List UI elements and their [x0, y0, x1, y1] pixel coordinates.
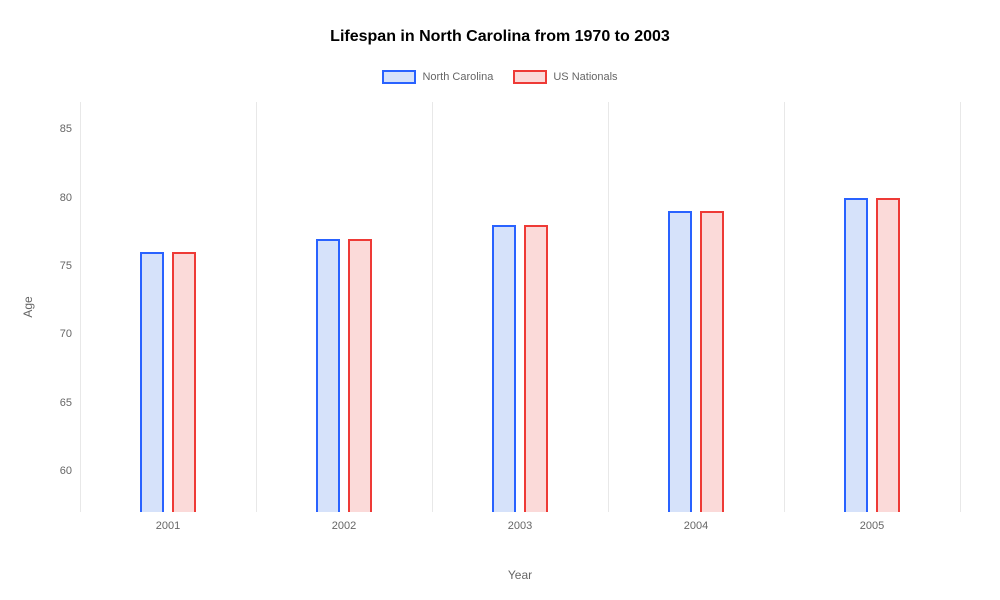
bar: [140, 252, 164, 512]
gridline: [960, 102, 961, 512]
legend-label-us-nationals: US Nationals: [553, 71, 617, 83]
gridline: [432, 102, 433, 512]
gridline: [80, 102, 81, 512]
bar: [492, 225, 516, 512]
y-axis-label: Age: [21, 296, 35, 317]
bar: [844, 198, 868, 512]
x-tick-label: 2004: [684, 520, 708, 532]
bar: [876, 198, 900, 512]
x-tick-label: 2001: [156, 520, 180, 532]
bar: [524, 225, 548, 512]
chart-legend: North Carolina US Nationals: [0, 70, 1000, 84]
gridline: [256, 102, 257, 512]
x-axis-label: Year: [508, 568, 532, 582]
chart-container: Lifespan in North Carolina from 1970 to …: [0, 0, 1000, 600]
x-tick-label: 2003: [508, 520, 532, 532]
plot-area: 60657075808520012002200320042005: [80, 102, 960, 512]
gridline: [608, 102, 609, 512]
y-tick-label: 65: [60, 397, 72, 409]
legend-item-north-carolina: North Carolina: [382, 70, 493, 84]
y-tick-label: 85: [60, 123, 72, 135]
legend-label-north-carolina: North Carolina: [422, 71, 493, 83]
bar: [348, 239, 372, 512]
bar: [316, 239, 340, 512]
y-tick-label: 70: [60, 328, 72, 340]
chart-title: Lifespan in North Carolina from 1970 to …: [0, 28, 1000, 46]
y-tick-label: 80: [60, 192, 72, 204]
bar: [172, 252, 196, 512]
legend-swatch-us-nationals: [513, 70, 547, 84]
x-tick-label: 2002: [332, 520, 356, 532]
gridline: [784, 102, 785, 512]
bar: [700, 211, 724, 512]
y-tick-label: 60: [60, 465, 72, 477]
legend-swatch-north-carolina: [382, 70, 416, 84]
bar: [668, 211, 692, 512]
x-tick-label: 2005: [860, 520, 884, 532]
legend-item-us-nationals: US Nationals: [513, 70, 617, 84]
y-tick-label: 75: [60, 260, 72, 272]
